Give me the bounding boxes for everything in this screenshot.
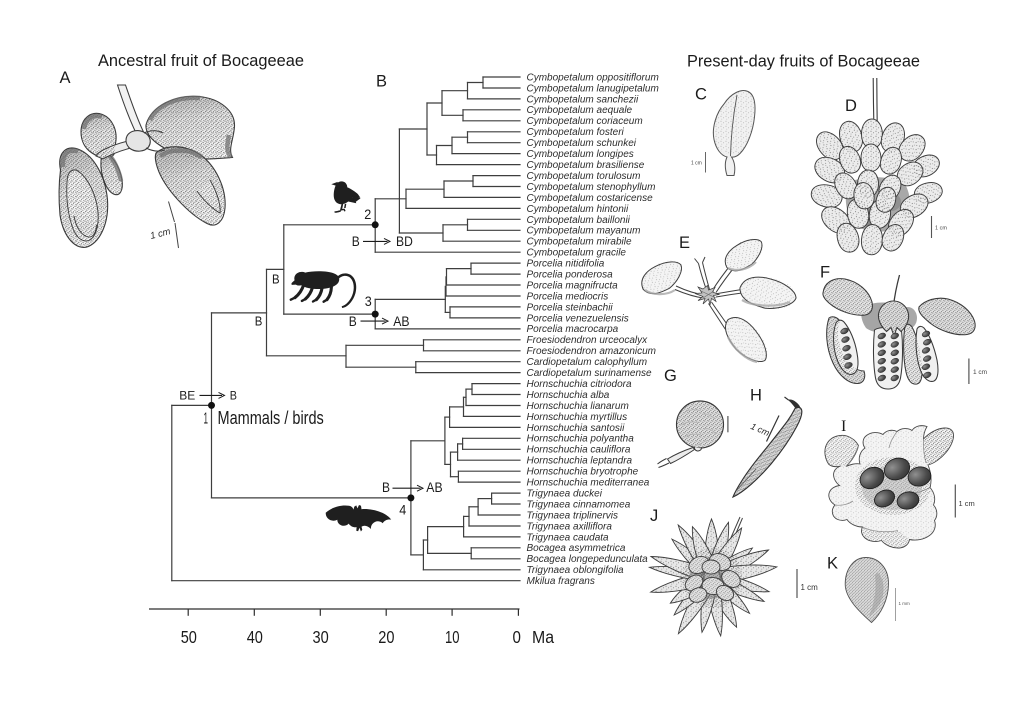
svg-text:3: 3 xyxy=(365,294,372,310)
svg-text:BE: BE xyxy=(179,389,195,403)
svg-text:Hornschuchia alba: Hornschuchia alba xyxy=(527,390,610,401)
svg-text:50: 50 xyxy=(181,627,197,647)
svg-text:Cymbopetalum brasiliense: Cymbopetalum brasiliense xyxy=(527,160,645,171)
svg-text:Cymbopetalum aequale: Cymbopetalum aequale xyxy=(527,105,633,116)
svg-text:Cymbopetalum torulosum: Cymbopetalum torulosum xyxy=(527,171,641,182)
svg-text:Bocagea longepedunculata: Bocagea longepedunculata xyxy=(527,554,649,565)
svg-text:Mkilua fragrans: Mkilua fragrans xyxy=(527,576,595,587)
svg-text:Cymbopetalum mirabile: Cymbopetalum mirabile xyxy=(527,237,632,248)
svg-text:1 cm: 1 cm xyxy=(935,226,947,232)
svg-text:Cymbopetalum gracile: Cymbopetalum gracile xyxy=(527,248,627,259)
svg-text:30: 30 xyxy=(313,627,329,647)
svg-text:AB: AB xyxy=(393,313,409,329)
svg-text:A: A xyxy=(60,69,71,87)
svg-text:Cymbopetalum oppositiflorum: Cymbopetalum oppositiflorum xyxy=(527,72,659,83)
svg-text:Bocagea asymmetrica: Bocagea asymmetrica xyxy=(527,543,626,554)
svg-text:Trigynaea triplinervis: Trigynaea triplinervis xyxy=(527,510,619,521)
svg-text:1 cm: 1 cm xyxy=(801,583,819,592)
svg-text:Froesiodendron amazonicum: Froesiodendron amazonicum xyxy=(527,346,657,357)
svg-text:Ancestral fruit of Bocageeae: Ancestral fruit of Bocageeae xyxy=(98,51,304,70)
svg-text:B: B xyxy=(376,73,387,91)
svg-text:10: 10 xyxy=(445,627,460,647)
svg-text:Cymbopetalum baillonii: Cymbopetalum baillonii xyxy=(527,215,631,226)
svg-text:Porcelia macrocarpa: Porcelia macrocarpa xyxy=(527,324,619,335)
svg-text:G: G xyxy=(664,367,677,385)
svg-text:Cymbopetalum hintonii: Cymbopetalum hintonii xyxy=(527,204,629,215)
svg-text:Cymbopetalum schunkei: Cymbopetalum schunkei xyxy=(527,138,637,149)
svg-text:Hornschuchia myrtillus: Hornschuchia myrtillus xyxy=(527,412,628,423)
svg-text:20: 20 xyxy=(378,627,394,647)
svg-text:1 mm: 1 mm xyxy=(899,601,911,606)
svg-text:Porcelia ponderosa: Porcelia ponderosa xyxy=(527,270,614,281)
svg-text:Hornschuchia mediterranea: Hornschuchia mediterranea xyxy=(527,478,650,489)
svg-text:0: 0 xyxy=(513,627,521,647)
svg-text:B: B xyxy=(382,479,390,495)
svg-text:B: B xyxy=(230,389,237,403)
svg-text:B: B xyxy=(349,313,357,329)
svg-text:4: 4 xyxy=(399,503,406,519)
svg-text:K: K xyxy=(827,555,838,573)
svg-text:BD: BD xyxy=(396,233,413,249)
svg-text:Cymbopetalum costaricense: Cymbopetalum costaricense xyxy=(527,193,654,204)
svg-text:C: C xyxy=(695,86,707,104)
svg-text:B: B xyxy=(272,271,280,286)
svg-text:2: 2 xyxy=(364,207,371,223)
svg-text:Porcelia venezuelensis: Porcelia venezuelensis xyxy=(527,313,629,324)
svg-text:Froesiodendron urceocalyx: Froesiodendron urceocalyx xyxy=(527,335,649,346)
svg-text:40: 40 xyxy=(247,627,263,647)
svg-text:D: D xyxy=(845,97,857,115)
svg-text:Hornschuchia lianarum: Hornschuchia lianarum xyxy=(527,401,629,412)
svg-text:Hornschuchia leptandra: Hornschuchia leptandra xyxy=(527,456,633,467)
svg-text:Porcelia magnifructa: Porcelia magnifructa xyxy=(527,280,619,291)
svg-text:AB: AB xyxy=(426,479,442,495)
svg-text:Cymbopetalum sanchezii: Cymbopetalum sanchezii xyxy=(527,94,639,105)
svg-text:F: F xyxy=(820,264,830,282)
svg-text:Trigynaea cinnamomea: Trigynaea cinnamomea xyxy=(527,499,631,510)
svg-text:Cymbopetalum longipes: Cymbopetalum longipes xyxy=(527,149,634,160)
svg-text:1 cm: 1 cm xyxy=(149,226,172,242)
svg-text:1 cm: 1 cm xyxy=(959,499,975,508)
svg-text:Present-day fruits of Bocageea: Present-day fruits of Bocageeae xyxy=(687,52,920,71)
svg-text:J: J xyxy=(650,507,658,525)
svg-text:1 cm: 1 cm xyxy=(691,161,702,167)
svg-text:1: 1 xyxy=(204,411,209,428)
svg-text:Trigynaea oblongifolia: Trigynaea oblongifolia xyxy=(527,565,625,576)
svg-text:Cymbopetalum fosteri: Cymbopetalum fosteri xyxy=(527,127,625,138)
svg-text:Hornschuchia cauliflora: Hornschuchia cauliflora xyxy=(527,445,631,456)
svg-text:Hornschuchia bryotrophe: Hornschuchia bryotrophe xyxy=(527,467,639,478)
svg-text:H: H xyxy=(750,387,762,405)
svg-text:1 cm: 1 cm xyxy=(973,369,987,376)
svg-text:Ma: Ma xyxy=(532,627,554,647)
svg-text:Porcelia steinbachii: Porcelia steinbachii xyxy=(527,302,614,313)
svg-text:Cardiopetalum calophyllum: Cardiopetalum calophyllum xyxy=(527,357,648,368)
svg-text:Cymbopetalum coriaceum: Cymbopetalum coriaceum xyxy=(527,116,643,127)
svg-text:Porcelia nitidifolia: Porcelia nitidifolia xyxy=(527,259,605,270)
svg-text:Trigynaea caudata: Trigynaea caudata xyxy=(527,532,610,543)
svg-text:I: I xyxy=(841,418,846,435)
svg-text:Porcelia mediocris: Porcelia mediocris xyxy=(527,291,609,302)
svg-text:Hornschuchia polyantha: Hornschuchia polyantha xyxy=(527,434,635,445)
svg-text:Mammals / birds: Mammals / birds xyxy=(218,408,324,428)
svg-text:E: E xyxy=(679,234,690,252)
svg-text:Trigynaea duckei: Trigynaea duckei xyxy=(527,489,603,500)
svg-text:B: B xyxy=(255,313,263,328)
svg-text:Trigynaea axilliflora: Trigynaea axilliflora xyxy=(527,521,613,532)
svg-text:Hornschuchia citriodora: Hornschuchia citriodora xyxy=(527,379,632,390)
svg-text:Hornschuchia santosii: Hornschuchia santosii xyxy=(527,423,626,434)
svg-text:Cymbopetalum stenophyllum: Cymbopetalum stenophyllum xyxy=(527,182,656,193)
svg-text:Cardiopetalum surinamense: Cardiopetalum surinamense xyxy=(527,368,653,379)
svg-text:Cymbopetalum mayanum: Cymbopetalum mayanum xyxy=(527,226,641,237)
svg-text:B: B xyxy=(352,233,360,249)
svg-text:Cymbopetalum lanugipetalum: Cymbopetalum lanugipetalum xyxy=(527,83,659,94)
